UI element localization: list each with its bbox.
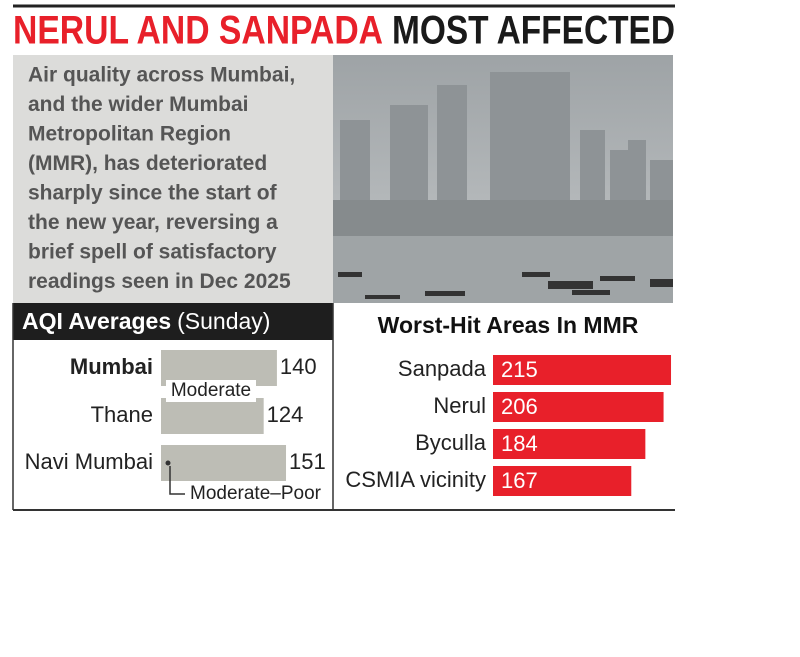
- annotation-leader: [169, 466, 185, 495]
- description-line: readings seen in Dec 2025: [28, 270, 291, 293]
- value-label: 124: [267, 402, 304, 427]
- left-header: [13, 303, 333, 340]
- category-label: Nerul: [433, 393, 486, 418]
- chart-title: AQI Averages: [22, 308, 171, 334]
- description: Air quality across Mumbai, and the wider …: [28, 64, 295, 294]
- bar: [493, 429, 646, 459]
- annotation-dot: [165, 460, 171, 466]
- category-label: Thane: [91, 402, 153, 427]
- title-highlight: NERUL AND SANPADA: [13, 9, 383, 53]
- description-line: brief spell of satisfactory: [28, 241, 277, 264]
- bar: [161, 398, 264, 434]
- annotation: Moderate: [171, 380, 251, 401]
- chart-title: Worst-Hit Areas In MMR: [378, 312, 639, 338]
- annotation-bg: [166, 380, 256, 402]
- value-label: 167: [501, 468, 538, 493]
- annotation: Moderate–Poor: [190, 483, 322, 504]
- bar: [493, 355, 672, 385]
- category-label: Sanpada: [398, 356, 487, 381]
- category-label: Byculla: [415, 430, 487, 455]
- chart-subtitle: (Sunday): [177, 308, 270, 334]
- description-line: sharply since the start of: [28, 182, 278, 205]
- bar: [493, 392, 664, 422]
- category-label: Mumbai: [70, 354, 153, 379]
- text-panel: [13, 55, 333, 303]
- photo: [333, 55, 673, 303]
- description-line: Metropolitan Region: [28, 123, 231, 146]
- value-label: 140: [280, 354, 317, 379]
- description-line: Air quality across Mumbai,: [28, 64, 295, 87]
- chart-title: AQI Averages (Sunday): [22, 308, 270, 334]
- bar: [493, 466, 632, 496]
- value-label: 184: [501, 431, 538, 456]
- value-label: 206: [501, 394, 538, 419]
- category-label: Navi Mumbai: [25, 449, 153, 474]
- value-label: 215: [501, 357, 538, 382]
- category-label: CSMIA vicinity: [345, 467, 486, 492]
- description-line: and the wider Mumbai: [28, 93, 249, 116]
- bar: [161, 445, 287, 481]
- charts: Mumbai 140 Thane 124 Navi Mumbai 151 Sanpada 21…: [25, 350, 672, 504]
- value-label: 151: [289, 449, 326, 474]
- description-line: the new year, reversing a: [28, 211, 278, 234]
- description-line: (MMR), has deteriorated: [28, 152, 267, 175]
- title-rest: MOST AFFECTED: [392, 9, 675, 53]
